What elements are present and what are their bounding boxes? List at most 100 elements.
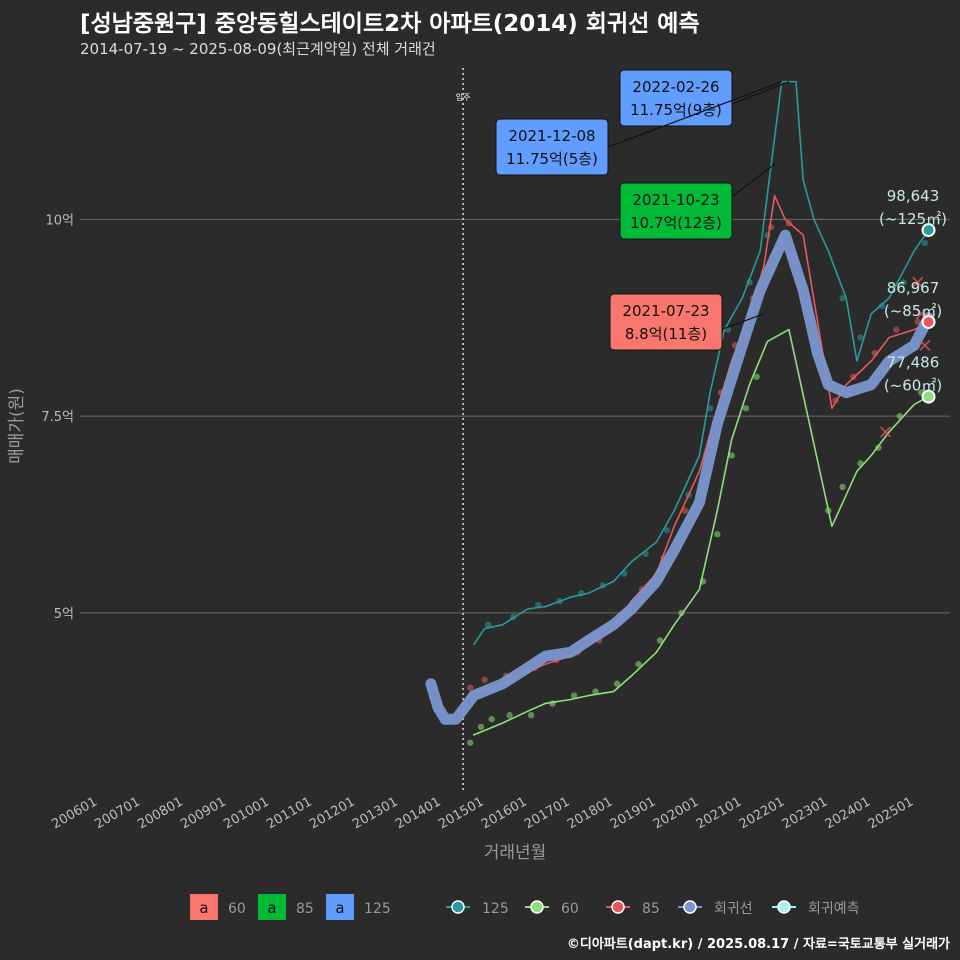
scatter-60-point-2 [488,715,495,723]
annotation-date-2: 2021-10-23 [632,191,719,209]
annotation-date-1: 2021-12-08 [508,127,595,145]
scatter-125-point-0 [484,621,492,628]
annotation-leader-1 [607,81,782,148]
x-tick-label-1: 200701 [92,794,142,832]
forecast-cross-3 [919,339,931,351]
endpoint-value-85: 86,967 [887,279,940,297]
legend-box-label-125: 125 [364,901,391,917]
legend-line-label-4: 회귀예측 [808,901,860,917]
legend-box-60 [190,894,218,920]
annotation-box-1 [495,118,609,176]
x-tick-label-3: 200901 [178,794,228,832]
chart-subtitle: 2014-07-19 ~ 2025-08-09(최근계약일) 전체 거래건 [80,40,436,58]
annotation-price-1: 11.75억(5층) [506,150,598,168]
x-tick-label-7: 201301 [350,794,400,832]
x-tick-label-15: 202101 [694,794,744,832]
scatter-125-point-15 [857,334,864,341]
legend-box-glyph-60: a [199,899,208,917]
legend-marker-2 [611,900,625,914]
scatter-60-point-9 [635,660,642,668]
scatter-85-point-0 [467,684,474,691]
x-tick-label-14: 202001 [651,794,701,832]
legend-marker-4 [777,900,791,914]
scatter-125-point-14 [839,294,846,302]
scatter-85-point-10 [681,507,689,514]
endpoint-60 [921,389,936,404]
x-tick-label-6: 201201 [307,794,357,832]
scatter-60-point-10 [656,637,664,644]
legend-line-label-1: 60 [561,901,579,917]
scatter-85-point-21 [914,318,921,325]
legend-marker-1 [530,900,544,914]
scatter-125-point-16 [878,302,886,310]
scatter-60-point-7 [592,688,599,695]
forecast-cross-0 [879,426,892,438]
chart-caption: ©디아파트(dapt.kr) / 2025.08.17 / 자료=국토교통부 실… [566,937,950,952]
x-tick-label-2: 200801 [135,794,185,832]
annotation-price-2: 10.7억(12층) [630,214,722,232]
annotation-price-3: 8.8억(11층) [625,325,707,343]
x-tick-label-18: 202401 [823,794,873,832]
legend-line-label-3: 회귀선 [714,901,753,917]
scatter-85-point-1 [481,676,488,684]
legend-box-glyph-85: a [267,899,276,917]
endpoint-125 [921,223,936,238]
annotation-box-0 [619,69,733,127]
legend-box-85 [258,894,286,920]
legend-line-label-2: 85 [642,901,660,917]
annotation-price-0: 11.75억(9층) [630,101,722,119]
scatter-60-point-1 [477,723,485,731]
endpoint-value-60: 77,486 [887,354,940,372]
scatter-60-point-16 [753,373,760,381]
move-in-label: 입주 [456,93,471,102]
scatter-60-point-6 [570,692,578,699]
scatter-125-point-8 [663,527,671,534]
endpoint-85 [921,314,936,329]
x-tick-label-19: 202501 [866,794,916,832]
x-tick-label-12: 201801 [565,794,615,832]
annotation-box-2 [619,182,733,240]
y-axis-title: 매매가(원) [7,388,27,464]
endpoint-value-125: 98,643 [887,187,940,205]
legend-box-glyph-125: a [335,899,344,917]
scatter-60-point-4 [527,712,535,719]
scatter-125-point-18 [921,239,929,247]
y-tick-label-0: 5억 [54,607,74,622]
legend-line-label-0: 125 [482,901,509,917]
x-tick-label-16: 202201 [737,794,787,832]
legend-marker-3 [683,900,697,914]
scatter-85-point-20 [893,326,900,333]
scatter-125-point-10 [706,405,714,412]
endpoint-size-125: (~125㎡) [879,210,947,228]
x-tick-label-13: 201901 [608,794,658,832]
y-tick-label-2: 10억 [45,213,74,228]
x-tick-label-5: 201101 [264,794,314,832]
scatter-60-point-8 [613,680,621,687]
scatter-60-point-3 [506,712,513,719]
x-tick-label-17: 202301 [780,794,830,832]
x-tick-label-10: 201601 [479,794,529,832]
scatter-60-point-15 [742,405,750,412]
series-125-line [473,80,930,646]
legend-box-label-85: 85 [296,901,314,917]
x-tick-label-11: 201701 [522,794,572,832]
endpoint-size-60: (~60㎡) [884,377,942,395]
legend-box-label-60: 60 [228,901,246,917]
annotation-date-3: 2021-07-23 [622,302,709,320]
x-tick-label-4: 201001 [221,794,271,832]
scatter-60-point-13 [714,531,721,538]
x-tick-label-0: 200601 [49,794,99,832]
scatter-125-point-17 [900,279,907,286]
x-tick-label-9: 201501 [436,794,486,832]
scatter-60-point-0 [467,739,474,746]
legend-box-125 [326,894,354,920]
regression-line [425,229,934,725]
scatter-60-point-14 [728,452,735,459]
chart-title: [성남중원구] 중앙동힐스테이트2차 아파트(2014) 회귀선 예측 [80,11,700,37]
annotation-date-0: 2022-02-26 [632,78,719,96]
legend-marker-0 [451,900,465,914]
y-tick-label-1: 7.5억 [41,410,74,425]
x-tick-label-8: 201401 [393,794,443,832]
series-60-line [473,328,930,736]
